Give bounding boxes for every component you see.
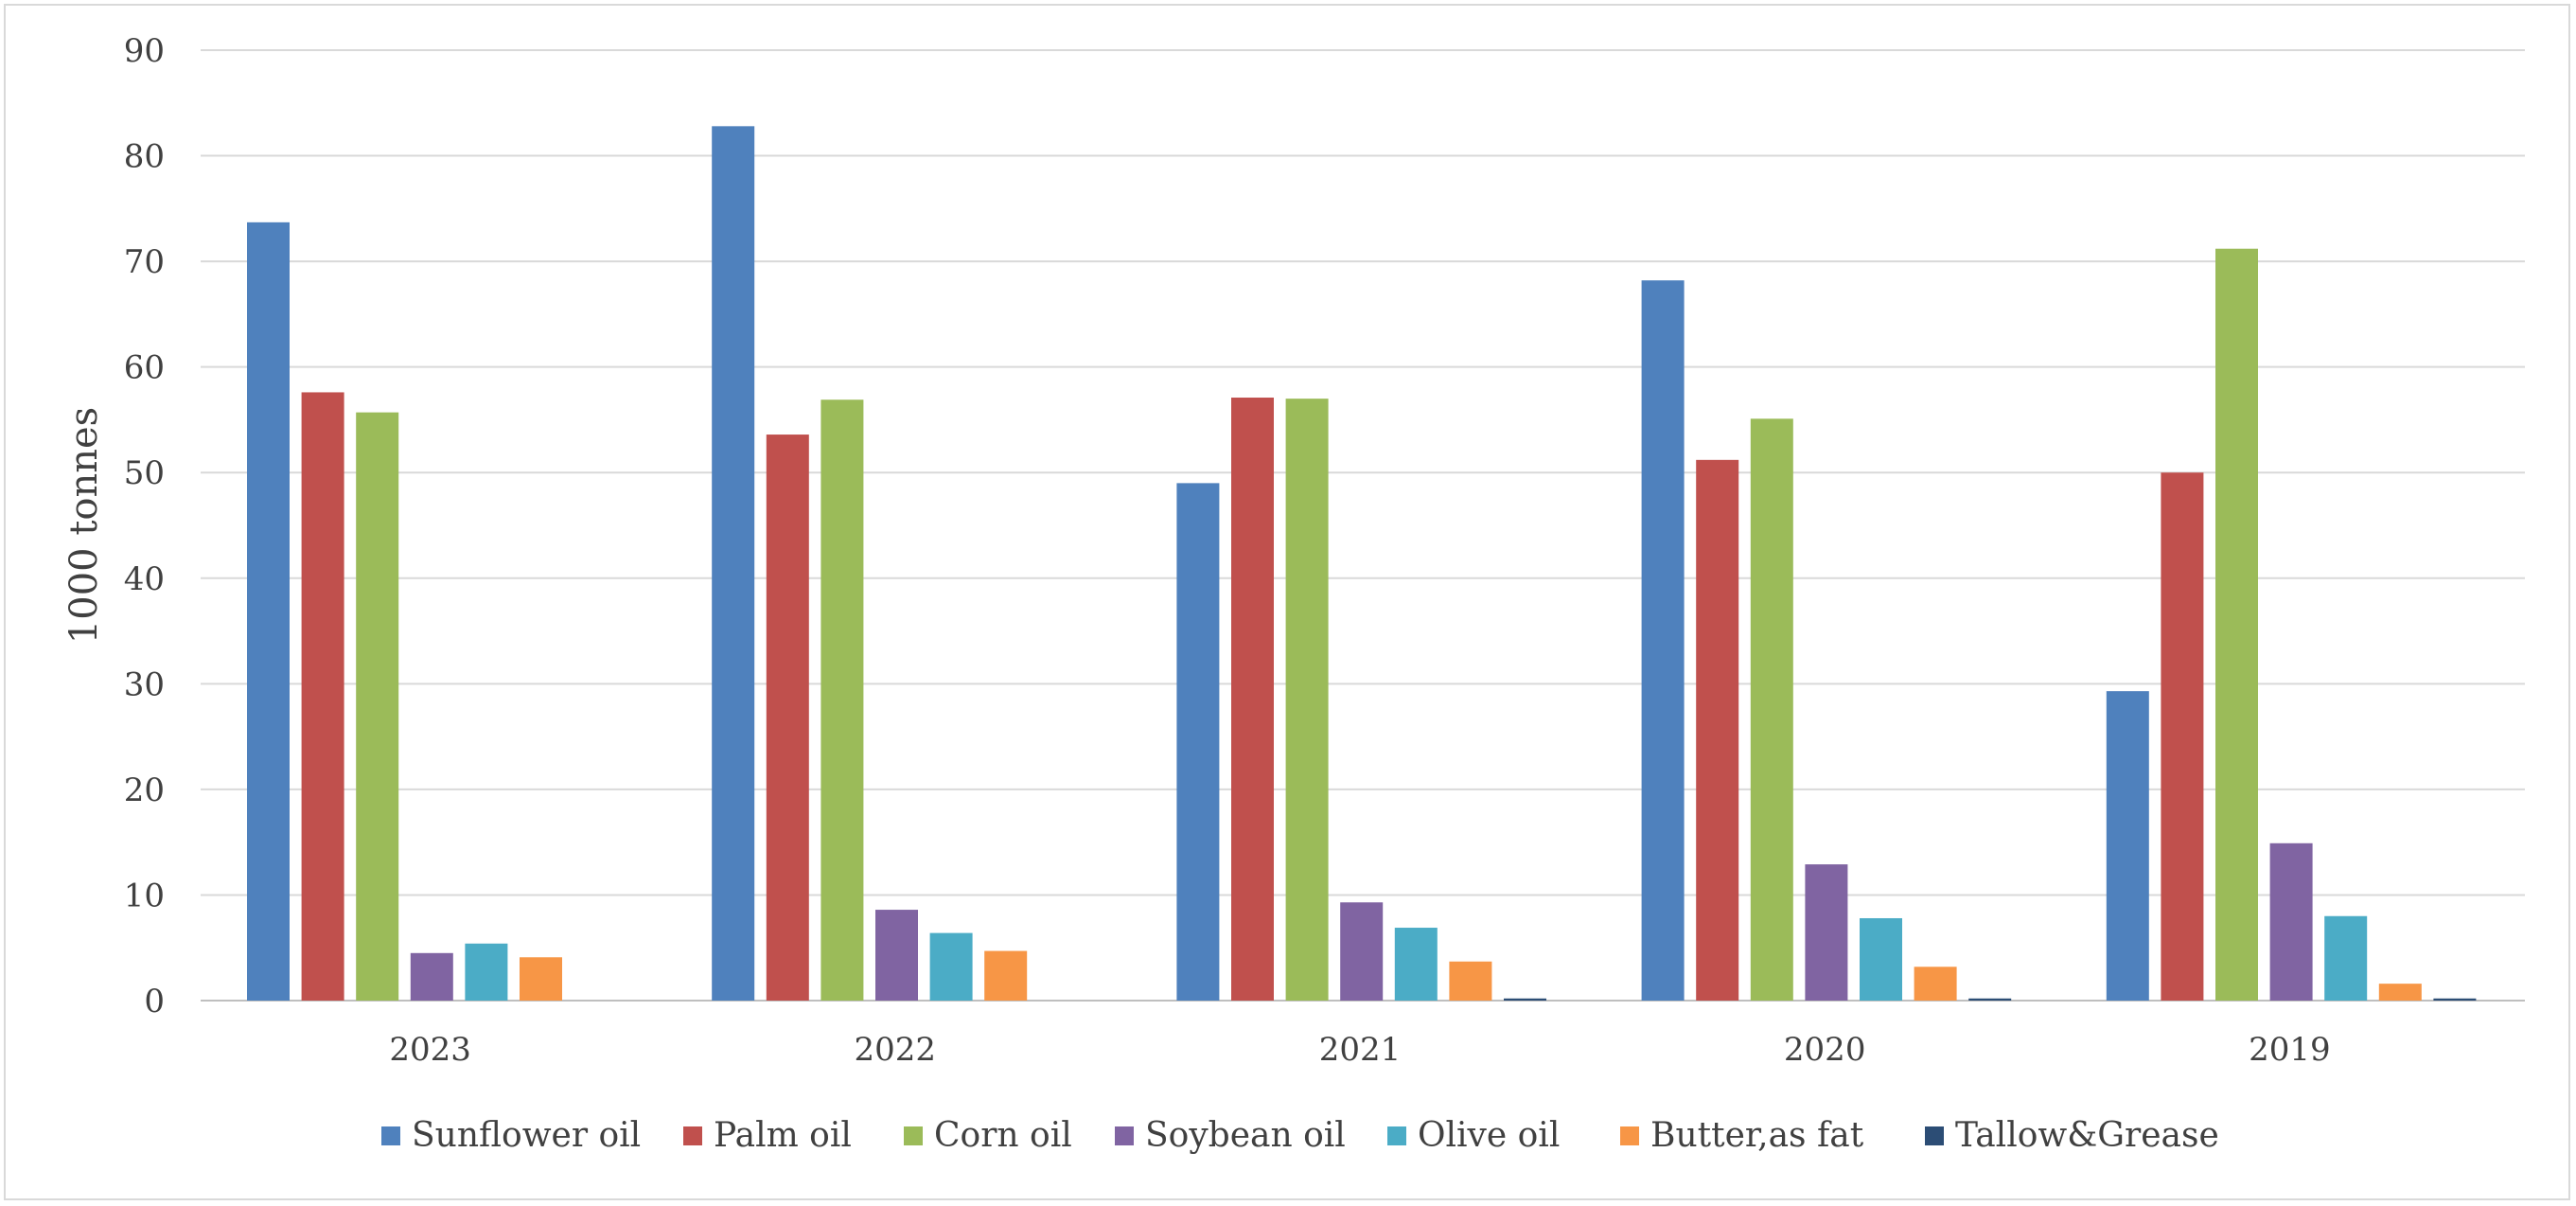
bar [410, 952, 453, 1001]
y-tick-label: 20 [124, 771, 165, 809]
x-tick-label: 2019 [2249, 1031, 2331, 1069]
y-tick-label: 40 [124, 560, 165, 598]
legend-swatch [1925, 1126, 1944, 1145]
bar [465, 943, 508, 1001]
legend-label: Tallow&Grease [1955, 1116, 2219, 1155]
x-tick-label: 2023 [389, 1031, 471, 1069]
bar [356, 412, 399, 1001]
bar [1914, 967, 1957, 1001]
bar [2215, 248, 2258, 1001]
x-tick-label: 2020 [1784, 1031, 1866, 1069]
y-tick-label: 0 [144, 983, 165, 1020]
legend-label: Palm oil [714, 1116, 852, 1155]
y-tick-label: 10 [124, 877, 165, 914]
legend-label: Sunflower oil [412, 1116, 641, 1155]
bar [2324, 915, 2368, 1001]
y-axis-title: 1000 tonnes [62, 407, 106, 644]
legend: Sunflower oil Palm oil Corn oil Soybean oil… [381, 1116, 2219, 1155]
legend-swatch [381, 1126, 400, 1145]
legend-label: Butter,as fat [1650, 1116, 1864, 1155]
bar [2269, 842, 2313, 1001]
bar [1968, 998, 2012, 1001]
bar [2106, 691, 2149, 1001]
bar [1805, 864, 1848, 1001]
bars [247, 126, 2477, 1002]
bar [2378, 984, 2422, 1001]
bar [1285, 399, 1329, 1002]
legend-swatch [904, 1126, 923, 1145]
x-tick-label: 2021 [1319, 1031, 1402, 1069]
bar [301, 392, 344, 1001]
y-tick-label: 30 [124, 665, 165, 703]
bar [2433, 998, 2477, 1001]
bar [875, 910, 918, 1001]
y-tick-label: 50 [124, 454, 165, 492]
legend-swatch [683, 1126, 702, 1145]
bar [1641, 280, 1685, 1001]
bar [1449, 961, 1492, 1001]
bar [1176, 483, 1220, 1001]
y-tick-label: 90 [124, 32, 165, 70]
bar [929, 932, 973, 1001]
legend-swatch [1620, 1126, 1639, 1145]
bar [1340, 902, 1384, 1001]
legend-swatch [1115, 1126, 1134, 1145]
legend-label: Olive oil [1418, 1116, 1560, 1155]
bar [520, 957, 562, 1001]
x-tick-labels: 2023 2022 2021 2020 2019 [389, 1031, 2330, 1069]
bar [1860, 917, 1902, 1001]
bar [1394, 928, 1438, 1001]
bar [820, 399, 864, 1001]
y-tick-label: 70 [124, 243, 165, 281]
bar [1504, 998, 1546, 1001]
bar [247, 222, 290, 1001]
legend-swatch [1387, 1126, 1406, 1145]
bar [1231, 398, 1274, 1001]
y-tick-label: 80 [124, 138, 165, 176]
bar [712, 126, 755, 1001]
bar [984, 950, 1028, 1001]
legend-label: Corn oil [934, 1116, 1072, 1155]
y-tick-label: 60 [124, 349, 165, 387]
bar [766, 435, 809, 1001]
y-tick-labels: 0 10 20 30 40 50 60 70 80 90 [124, 32, 165, 1020]
bar [1696, 459, 1739, 1001]
legend-label: Soybean oil [1145, 1116, 1346, 1155]
bar [1750, 418, 1793, 1002]
x-tick-label: 2022 [855, 1031, 937, 1069]
bar [2161, 472, 2204, 1001]
